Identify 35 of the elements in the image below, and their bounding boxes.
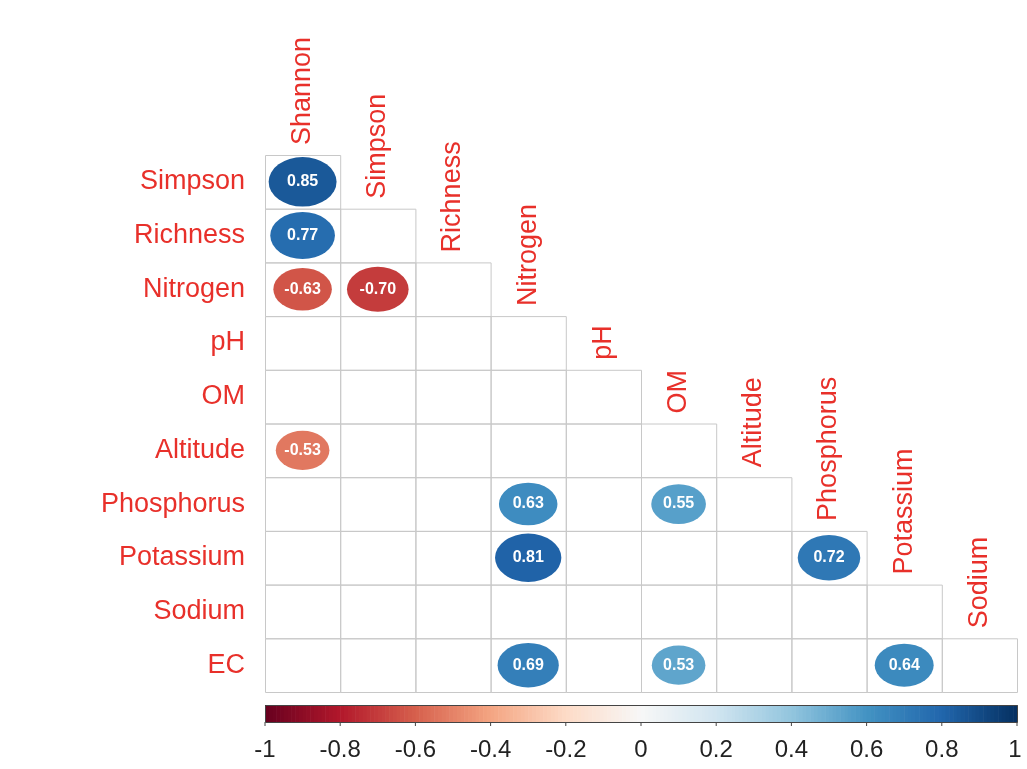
color-bar-label: 0.6 <box>849 734 884 762</box>
data-label: 0.72 <box>813 548 845 566</box>
data-label: 0.77 <box>287 225 319 243</box>
data-label: -0.70 <box>359 279 397 297</box>
data-label: 0.69 <box>512 655 544 673</box>
y-tick-label: pH <box>210 326 245 357</box>
data-label: 0.63 <box>512 494 544 512</box>
data-label: 0.53 <box>663 655 695 673</box>
x-tick-label: Simpson <box>361 93 392 199</box>
color-bar-label: -0.8 <box>319 734 361 762</box>
data-label: 0.81 <box>512 548 544 566</box>
data-label: 0.85 <box>287 172 319 190</box>
color-bar-label: -0.4 <box>469 734 512 762</box>
x-tick-label: Phosphorus <box>812 376 843 521</box>
color-bar-label: 0.2 <box>699 734 733 762</box>
data-label: 0.64 <box>888 655 920 673</box>
data-label: 0.55 <box>663 494 695 512</box>
color-bar-label: 0.8 <box>925 734 959 762</box>
color-bar-label: 1 <box>1008 734 1022 762</box>
y-tick-label: Nitrogen <box>142 272 245 303</box>
x-tick-label: Nitrogen <box>511 204 542 307</box>
x-tick-label: Richness <box>436 141 467 253</box>
data-label: -0.63 <box>284 279 321 297</box>
x-tick-label: OM <box>662 370 693 414</box>
x-tick-label: Altitude <box>737 377 768 468</box>
x-tick-label: Potassium <box>887 448 918 575</box>
color-bar-label: -0.2 <box>545 734 587 762</box>
y-tick-label: EC <box>207 648 245 679</box>
y-tick-label: Sodium <box>153 594 245 625</box>
data-label: -0.53 <box>284 440 321 458</box>
color-bar-label: 0.4 <box>774 734 809 762</box>
x-tick-label: Shannon <box>286 36 317 145</box>
color-bar-label: -0.6 <box>394 734 437 762</box>
color-bar-label: 0 <box>634 734 648 762</box>
color-bar-label: -1 <box>254 734 276 762</box>
